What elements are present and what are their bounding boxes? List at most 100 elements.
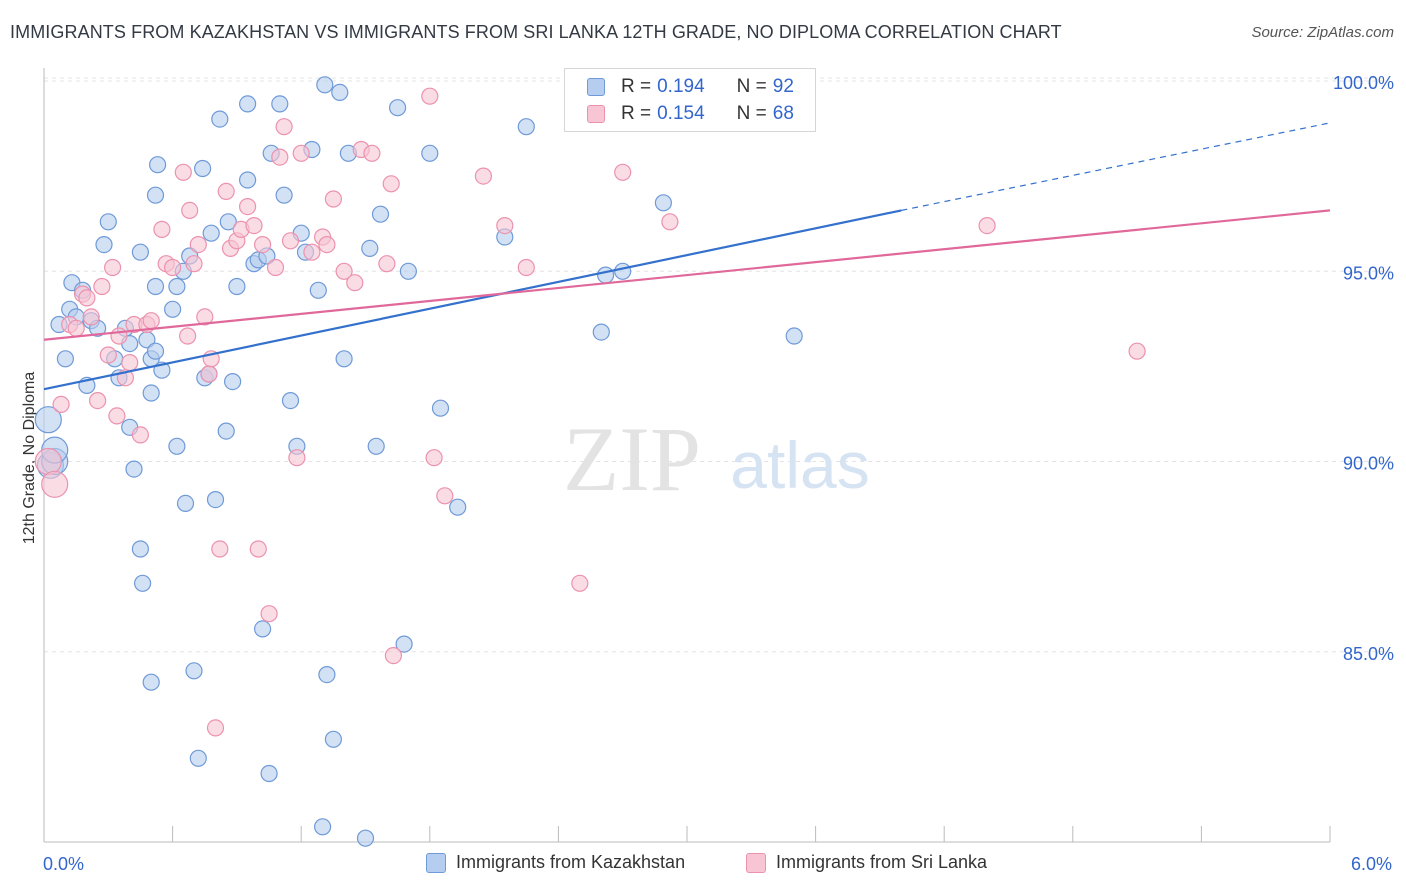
kazakhstan-point — [224, 373, 242, 391]
sri-lanka-point — [346, 274, 364, 292]
sri-lanka-point — [496, 217, 514, 235]
kazakhstan-point — [309, 281, 327, 299]
kazakhstan-point — [316, 76, 334, 94]
sri-lanka-point — [174, 163, 192, 181]
kazakhstan-point — [125, 460, 143, 478]
sri-lanka-trend-line — [43, 209, 1331, 341]
kazakhstan-point — [239, 95, 257, 113]
kazakhstan-point — [254, 620, 272, 638]
kazakhstan-point — [146, 277, 165, 296]
kazakhstan-point — [142, 673, 160, 691]
kazakhstan-point — [331, 83, 349, 102]
sri-lanka-point — [206, 719, 225, 737]
sri-lanka-point — [978, 217, 996, 235]
sri-lanka-point — [99, 346, 117, 364]
kazakhstan-point — [324, 730, 342, 748]
sri-lanka-point — [384, 646, 402, 665]
sri-lanka-point — [67, 319, 85, 337]
sri-lanka-point — [189, 236, 207, 254]
kazakhstan-trend-line — [43, 209, 902, 391]
sri-lanka-point — [131, 426, 149, 444]
sri-lanka-point — [249, 540, 267, 558]
sri-lanka-point — [200, 365, 218, 383]
sri-lanka-point — [217, 182, 235, 200]
sri-lanka-point — [363, 144, 381, 162]
legend: R = 0.194 N = 92 R = 0.154 N = 68 — [564, 68, 816, 132]
kazakhstan-point — [361, 239, 379, 257]
kazakhstan-point — [318, 665, 336, 684]
legend-r-label: R = — [621, 76, 652, 97]
legend-row-sri-lanka: R = 0.154 N = 68 — [587, 102, 794, 126]
sri-lanka-point — [275, 118, 293, 136]
kazakhstan-point — [314, 818, 332, 836]
sri-lanka-point — [425, 449, 443, 467]
kazakhstan-point — [517, 118, 535, 136]
grid — [44, 77, 1390, 653]
y-tick-label: 100.0% — [1333, 73, 1394, 93]
series-legend-sri-lanka[interactable]: Immigrants from Sri Lanka — [746, 852, 987, 873]
sri-lanka-point — [181, 201, 199, 219]
watermark-atlas: atlas — [730, 428, 869, 502]
sri-lanka-point — [517, 258, 535, 277]
kazakhstan-point — [271, 95, 289, 113]
legend-swatch-pink — [587, 105, 605, 123]
kazakhstan-point — [275, 186, 293, 204]
source-credit: Source: ZipAtlas.com — [1251, 24, 1394, 41]
series-legend-kazakhstan[interactable]: Immigrants from Kazakhstan — [426, 852, 685, 873]
series-legend-label: Immigrants from Sri Lanka — [776, 852, 988, 872]
kazakhstan-point — [131, 540, 149, 558]
sri-lanka-point — [93, 277, 111, 296]
kazakhstan-point — [164, 300, 182, 318]
kazakhstan-point — [614, 262, 632, 280]
sri-lanka-point — [185, 255, 203, 273]
sri-lanka-point — [421, 87, 439, 105]
kazakhstan-point — [371, 205, 390, 223]
kazakhstan-point — [134, 574, 152, 592]
sri-lanka-point — [661, 213, 679, 231]
sri-lanka-point — [271, 148, 289, 166]
sri-lanka-point — [78, 289, 96, 307]
sri-lanka-point — [196, 308, 214, 326]
kazakhstan-point — [211, 110, 229, 128]
sri-lanka-point — [474, 167, 492, 185]
sri-lanka-point — [318, 236, 336, 254]
kazakhstan-point — [399, 262, 417, 280]
kazakhstan-point — [176, 494, 195, 512]
series-legend-label: Immigrants from Kazakhstan — [456, 852, 686, 872]
kazakhstan-point — [194, 159, 212, 178]
sri-lanka-point — [211, 540, 229, 558]
kazakhstan-point — [260, 764, 278, 783]
sri-lanka-point — [164, 258, 182, 277]
sri-lanka-point — [142, 312, 160, 330]
kazakhstan-point — [206, 491, 225, 509]
chart-title: IMMIGRANTS FROM KAZAKHSTAN VS IMMIGRANTS… — [10, 22, 1062, 42]
kazakhstan-point — [34, 406, 62, 434]
legend-n-value: 68 — [772, 103, 794, 124]
y-tick-label: 85.0% — [1343, 644, 1394, 664]
sri-lanka-point — [436, 487, 454, 505]
data-points — [34, 72, 1146, 847]
kazakhstan-point — [131, 243, 149, 261]
sri-lanka-point — [108, 407, 126, 425]
sri-lanka-point — [245, 217, 263, 235]
kazakhstan-point — [56, 350, 75, 368]
sri-lanka-point — [614, 163, 632, 181]
kazakhstan-point — [189, 749, 207, 767]
sri-lanka-point — [281, 232, 300, 250]
series-swatch-pink — [746, 852, 766, 873]
sri-lanka-point — [88, 392, 107, 410]
sri-lanka-point — [179, 327, 197, 345]
legend-r-value: 0.154 — [657, 103, 705, 124]
kazakhstan-point — [99, 213, 117, 231]
kazakhstan-trend-extension — [901, 122, 1331, 211]
kazakhstan-point — [239, 171, 257, 189]
kazakhstan-point — [142, 384, 160, 402]
sri-lanka-point — [110, 327, 128, 345]
series-legend: Immigrants from Kazakhstan Immigrants fr… — [0, 852, 1406, 876]
kazakhstan-point — [185, 662, 203, 680]
y-tick-label: 90.0% — [1343, 454, 1394, 474]
sri-lanka-point — [292, 144, 310, 162]
sri-lanka-point — [303, 243, 321, 261]
legend-n-value: 92 — [772, 76, 794, 97]
